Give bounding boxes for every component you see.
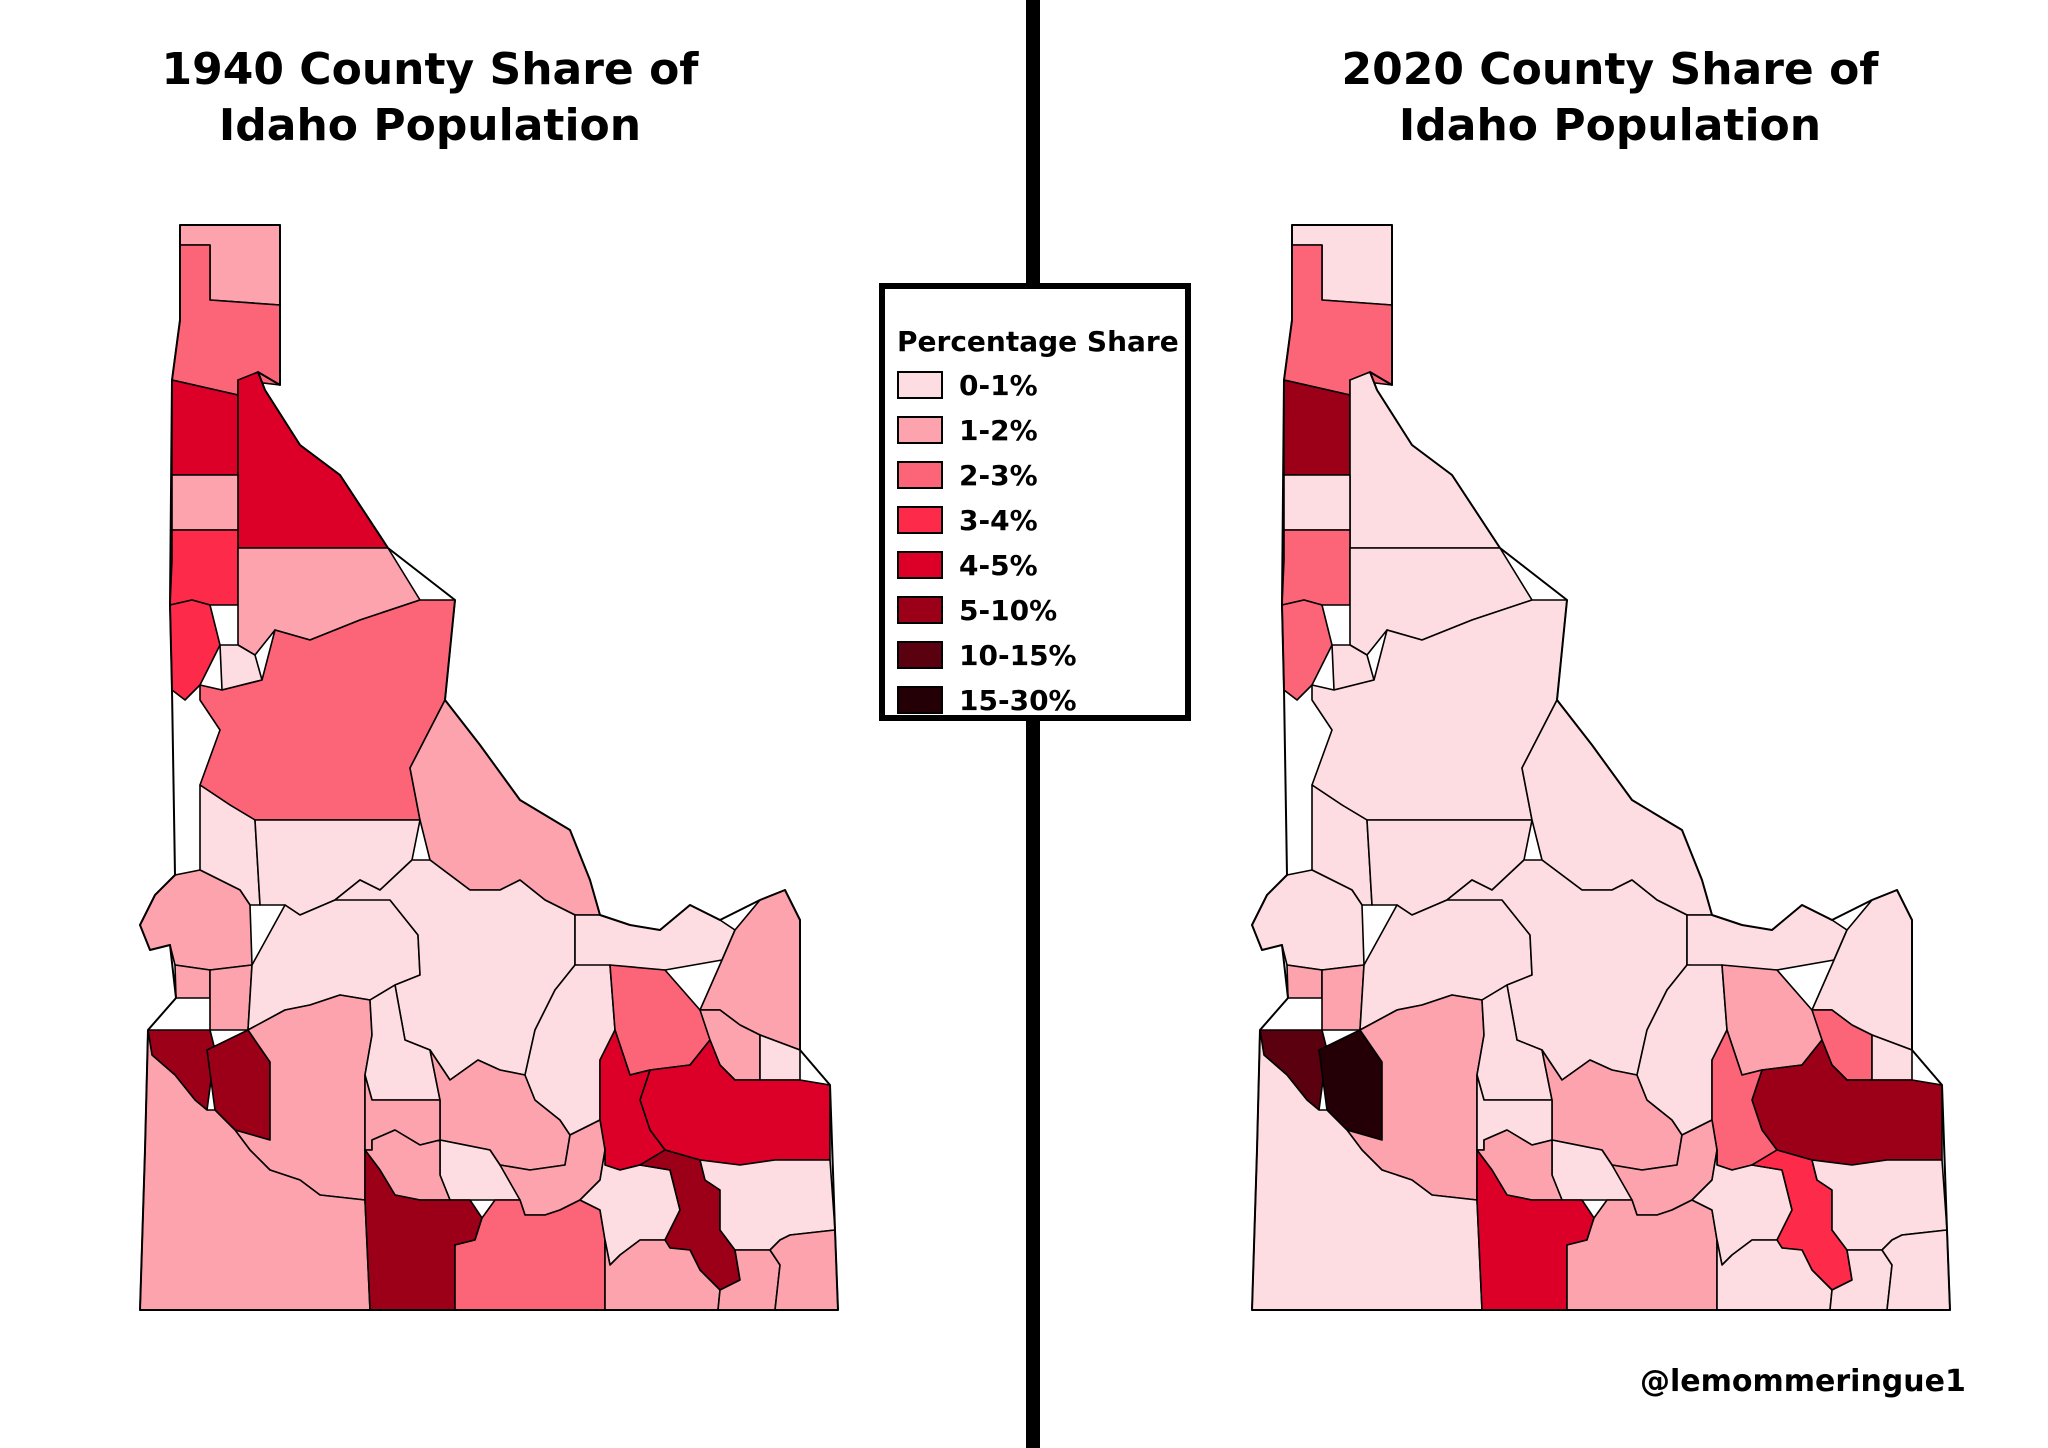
map-2020-county-latah [1281, 529, 1351, 606]
left-map-title: 1940 County Share of Idaho Population [80, 42, 780, 154]
author-credit: @lemommeringue1 [1640, 1364, 1966, 1399]
right-map-title-line2: Idaho Population [1398, 100, 1822, 151]
legend-label: 0-1% [959, 368, 1038, 402]
legend-swatch [897, 641, 943, 669]
left-map-title-line2: Idaho Population [218, 100, 642, 151]
map-2020-county-nez-perce [1281, 599, 1333, 701]
left-map-title-line1: 1940 County Share of [161, 44, 699, 95]
map-1940 [139, 224, 839, 1311]
map-2020-county-gem [1321, 964, 1365, 1031]
map-1940-county-shoshone [237, 371, 389, 549]
legend-label: 4-5% [959, 548, 1038, 582]
legend-item: 0-1% [897, 367, 1038, 403]
legend-swatch [897, 551, 943, 579]
legend-item: 4-5% [897, 547, 1038, 583]
legend-label: 5-10% [959, 593, 1058, 627]
legend-swatch [897, 596, 943, 624]
right-map-title-line1: 2020 County Share of [1341, 44, 1879, 95]
map-2020-county-lewis [1331, 644, 1375, 691]
map-1940-county-nez-perce [169, 599, 221, 701]
map-2020-state-outline [1251, 224, 1951, 1311]
legend-item: 3-4% [897, 502, 1038, 538]
map-2020-county-payette [1286, 964, 1323, 999]
legend-label: 1-2% [959, 413, 1038, 447]
map-1940-county-latah [169, 529, 239, 606]
map-2020 [1251, 224, 1951, 1311]
legend-swatch [897, 686, 943, 714]
map-1940-county-benewah [171, 474, 239, 531]
legend-label: 15-30% [959, 683, 1077, 717]
map-1940-county-kootenai [171, 379, 239, 476]
map-2020-county-benewah [1283, 474, 1351, 531]
map-2020-county-shoshone [1349, 371, 1501, 549]
legend-swatch [897, 371, 943, 399]
legend-item: 5-10% [897, 592, 1057, 628]
legend-label: 2-3% [959, 458, 1038, 492]
legend-title: Percentage Share [897, 325, 1179, 358]
legend-item: 10-15% [897, 637, 1077, 673]
map-1940-state-outline [139, 224, 839, 1311]
right-map-title: 2020 County Share of Idaho Population [1260, 42, 1960, 154]
legend-swatch [897, 506, 943, 534]
legend-label: 10-15% [959, 638, 1077, 672]
map-1940-county-bear-lake [769, 1229, 839, 1311]
map-1940-county-payette [174, 964, 211, 999]
legend-label: 3-4% [959, 503, 1038, 537]
legend-swatch [897, 461, 943, 489]
legend-item: 1-2% [897, 412, 1038, 448]
legend: Percentage Share 0-1% 1-2% 2-3% 3-4% 4-5… [879, 283, 1191, 721]
map-2020-county-bear-lake [1881, 1229, 1951, 1311]
map-2020-county-kootenai [1283, 379, 1351, 476]
legend-item: 2-3% [897, 457, 1038, 493]
legend-swatch [897, 416, 943, 444]
map-1940-county-lewis [219, 644, 263, 691]
legend-item: 15-30% [897, 682, 1077, 718]
map-1940-county-gem [209, 964, 253, 1031]
